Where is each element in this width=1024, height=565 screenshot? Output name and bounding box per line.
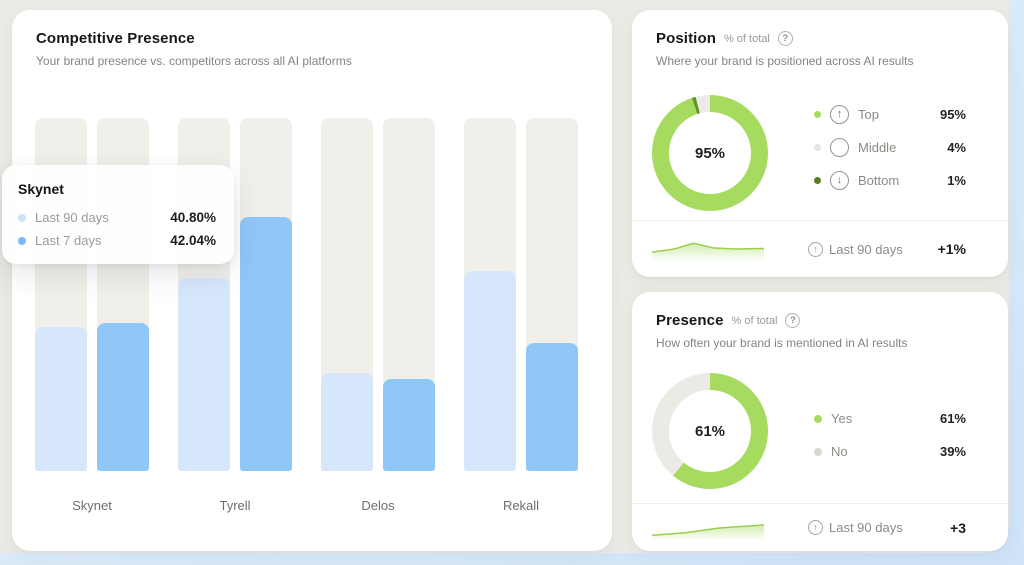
category-label-skynet: Skynet	[72, 498, 112, 513]
donut-center-value: 95%	[694, 144, 726, 162]
legend-dot	[814, 111, 821, 118]
tooltip-title: Skynet	[18, 181, 64, 197]
donut-center-value: 61%	[694, 422, 726, 440]
card-subtitle: Where your brand is positioned across AI…	[656, 54, 914, 68]
legend-row-middle[interactable]: Middle 4%	[814, 131, 966, 164]
legend-label: Yes	[831, 411, 853, 426]
trend-sparkline	[652, 242, 764, 262]
tooltip-value: 42.04%	[170, 233, 216, 248]
tooltip-row: Last 7 days 42.04%	[18, 233, 216, 248]
card-subtitle: How often your brand is mentioned in AI …	[656, 336, 908, 350]
tooltip-row: Last 90 days 40.80%	[18, 210, 216, 225]
trend-period-label: Last 90 days	[829, 241, 903, 257]
bar-skynet-last-7-days[interactable]	[97, 322, 149, 471]
card-title: Position	[656, 30, 716, 47]
trend-delta: +3	[950, 519, 966, 536]
bar-skynet-last-90-days[interactable]	[35, 326, 87, 471]
legend-dot	[814, 144, 821, 151]
presence-legend: Yes 61% No 39%	[814, 402, 966, 468]
bar-tyrell-last-7-days[interactable]	[240, 216, 292, 471]
trend-period-label: Last 90 days	[829, 520, 903, 535]
bar-group-rekall	[464, 118, 578, 471]
unit-label: % of total	[723, 32, 770, 45]
legend-dot	[814, 447, 822, 456]
position-footer: Last 90 days +1%	[632, 220, 1008, 277]
bar-track	[240, 118, 292, 471]
x-axis-labels: Skynet Tyrell Delos Rekall	[35, 498, 578, 513]
trend-delta: +1%	[937, 241, 966, 257]
bar-delos-last-7-days[interactable]	[383, 378, 435, 471]
legend-value: 95%	[939, 107, 966, 122]
card-title: Presence	[656, 312, 724, 329]
position-donut-chart[interactable]: 95%	[652, 95, 768, 211]
legend-row-no[interactable]: No 39%	[814, 435, 966, 468]
unit-label: % of total	[731, 314, 778, 327]
page-title: Competitive Presence	[36, 30, 195, 47]
legend-value: 39%	[939, 444, 966, 459]
legend-label: No	[831, 444, 848, 459]
bar-track	[526, 118, 578, 471]
presence-footer: Last 90 days +3	[632, 503, 1008, 551]
bar-track	[383, 118, 435, 471]
legend-label: Middle	[858, 140, 897, 155]
legend-label: Top	[858, 107, 879, 122]
series-dot-last-90-days	[18, 213, 26, 222]
chart-tooltip: Skynet Last 90 days 40.80% Last 7 days 4…	[2, 165, 234, 264]
card-header: Presence % of total How often your brand…	[632, 292, 1008, 350]
position-legend: Top 95% Middle 4% Bottom 1%	[814, 98, 966, 197]
card-header: Position % of total Where your brand is …	[632, 10, 1008, 68]
arrow-up-circle-icon	[808, 520, 823, 535]
trend-period: Last 90 days	[808, 241, 903, 257]
arrow-up-circle-icon	[830, 105, 849, 124]
legend-row-bottom[interactable]: Bottom 1%	[814, 164, 966, 197]
legend-value: 1%	[947, 173, 966, 188]
help-icon[interactable]	[785, 313, 801, 328]
trend-sparkline	[652, 523, 764, 541]
tooltip-label: Last 7 days	[35, 233, 102, 248]
bar-delos-last-90-days[interactable]	[321, 372, 373, 471]
competitive-presence-card: Competitive Presence Your brand presence…	[2, 10, 612, 551]
legend-value: 61%	[939, 411, 966, 426]
arrow-down-circle-icon	[830, 171, 849, 190]
bar-rekall-last-7-days[interactable]	[526, 342, 578, 471]
category-label-delos: Delos	[361, 498, 395, 513]
legend-dot	[814, 177, 821, 184]
legend-row-yes[interactable]: Yes 61%	[814, 402, 966, 435]
bar-group-delos	[321, 118, 435, 471]
card-header: Competitive Presence Your brand presence…	[12, 10, 612, 68]
circle-outline-icon	[830, 138, 849, 157]
category-label-tyrell: Tyrell	[219, 498, 251, 513]
bar-tyrell-last-90-days[interactable]	[178, 277, 230, 471]
presence-card: Presence % of total How often your brand…	[632, 292, 1008, 551]
bar-rekall-last-90-days[interactable]	[464, 270, 516, 471]
legend-label: Bottom	[858, 173, 900, 188]
presence-donut-chart[interactable]: 61%	[652, 373, 768, 489]
help-icon[interactable]	[777, 31, 793, 46]
card-subtitle: Your brand presence vs. competitors acro…	[36, 54, 352, 68]
bar-track	[321, 118, 373, 471]
legend-dot	[814, 414, 822, 423]
category-label-rekall: Rekall	[502, 498, 540, 513]
trend-period: Last 90 days	[808, 520, 903, 535]
bar-track	[464, 118, 516, 471]
tooltip-label: Last 90 days	[35, 210, 109, 225]
legend-row-top[interactable]: Top 95%	[814, 98, 966, 131]
legend-value: 4%	[947, 140, 966, 155]
bar-group-tyrell	[178, 118, 292, 471]
position-card: Position % of total Where your brand is …	[632, 10, 1008, 277]
tooltip-value: 40.80%	[170, 210, 216, 225]
arrow-up-circle-icon	[808, 241, 823, 257]
series-dot-last-7-days	[18, 236, 26, 245]
